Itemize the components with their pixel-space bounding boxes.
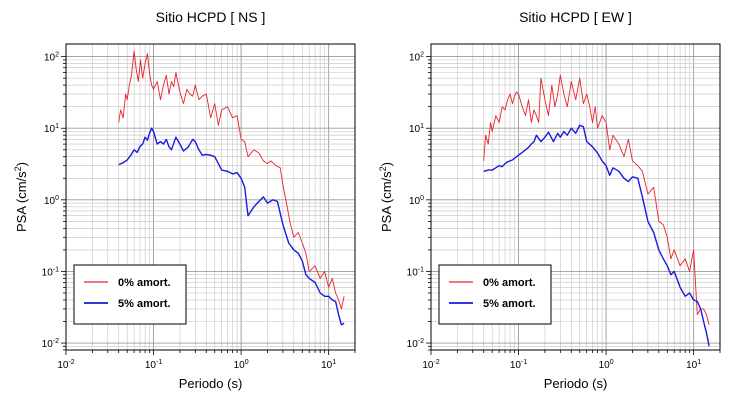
y-axis-label: PSA (cm/s2) [378, 162, 394, 232]
y-tick-label: 100 [409, 195, 424, 207]
x-tick-exponent: 0 [245, 359, 249, 366]
x-tick-label: 101 [321, 359, 336, 371]
x-axis-label: Periodo (s) [179, 376, 243, 391]
y-tick-exponent: -2 [53, 338, 59, 345]
y-tick-exponent: 1 [55, 123, 59, 130]
y-axis-label: PSA (cm/s2) [13, 162, 29, 232]
x-tick-label: 100 [234, 359, 249, 371]
plot-frame [430, 43, 721, 351]
x-tick-label: 10-1 [145, 359, 162, 371]
x-tick-exponent: -1 [156, 359, 162, 366]
y-tick-exponent: 1 [420, 123, 424, 130]
y-tick-label: 10-1 [407, 266, 424, 278]
legend: 0% amort. 5% amort. [438, 264, 552, 325]
chart-title: Sitio HCPD [ NS ] [156, 9, 266, 25]
x-tick-label: 101 [686, 359, 701, 371]
y-tick-exponent: 2 [55, 52, 59, 59]
grid [65, 44, 356, 351]
x-tick-exponent: 1 [697, 359, 701, 366]
series-line-blue [118, 127, 345, 326]
y-axis-label-close: ) [379, 162, 394, 166]
legend: 0% amort. 5% amort. [73, 264, 187, 325]
y-tick-label: 102 [409, 52, 424, 64]
series-line-red [483, 74, 710, 325]
legend-label: 5% amort. [483, 298, 536, 310]
x-tick-exponent: -2 [68, 359, 74, 366]
legend-label: 5% amort. [118, 298, 171, 310]
legend-box [438, 264, 552, 325]
x-tick-label: 100 [599, 359, 614, 371]
y-axis-label-exponent: 2 [13, 166, 23, 171]
legend-label: 0% amort. [483, 277, 536, 289]
y-axis-label-exponent: 2 [378, 166, 388, 171]
y-tick-label: 10-2 [42, 338, 59, 350]
x-tick-exponent: -1 [521, 359, 527, 366]
y-tick-label: 100 [44, 195, 59, 207]
y-tick-label: 10-1 [42, 266, 59, 278]
series-line-blue [483, 124, 710, 347]
x-tick-exponent: 1 [332, 359, 336, 366]
x-tick-exponent: 0 [610, 359, 614, 366]
y-axis-label-close: ) [14, 162, 29, 166]
x-tick-label: 10-2 [57, 359, 74, 371]
series-line-red [118, 50, 345, 310]
x-tick-exponent: -2 [433, 359, 439, 366]
legend-box [73, 264, 187, 325]
y-tick-exponent: 0 [420, 195, 424, 202]
y-tick-label: 101 [409, 123, 424, 135]
y-tick-exponent: -1 [53, 266, 59, 273]
y-tick-exponent: -1 [418, 266, 424, 273]
y-tick-exponent: 0 [55, 195, 59, 202]
plot-frame [65, 43, 356, 351]
tick-marks [61, 56, 356, 355]
x-tick-label: 10-2 [422, 359, 439, 371]
x-axis-label: Periodo (s) [544, 376, 608, 391]
legend-label: 0% amort. [118, 277, 171, 289]
y-tick-exponent: 2 [420, 52, 424, 59]
y-tick-exponent: -2 [418, 338, 424, 345]
y-tick-label: 10-2 [407, 338, 424, 350]
y-tick-label: 101 [44, 123, 59, 135]
chart-title: Sitio HCPD [ EW ] [519, 9, 632, 25]
x-tick-label: 10-1 [510, 359, 527, 371]
y-tick-label: 102 [44, 52, 59, 64]
